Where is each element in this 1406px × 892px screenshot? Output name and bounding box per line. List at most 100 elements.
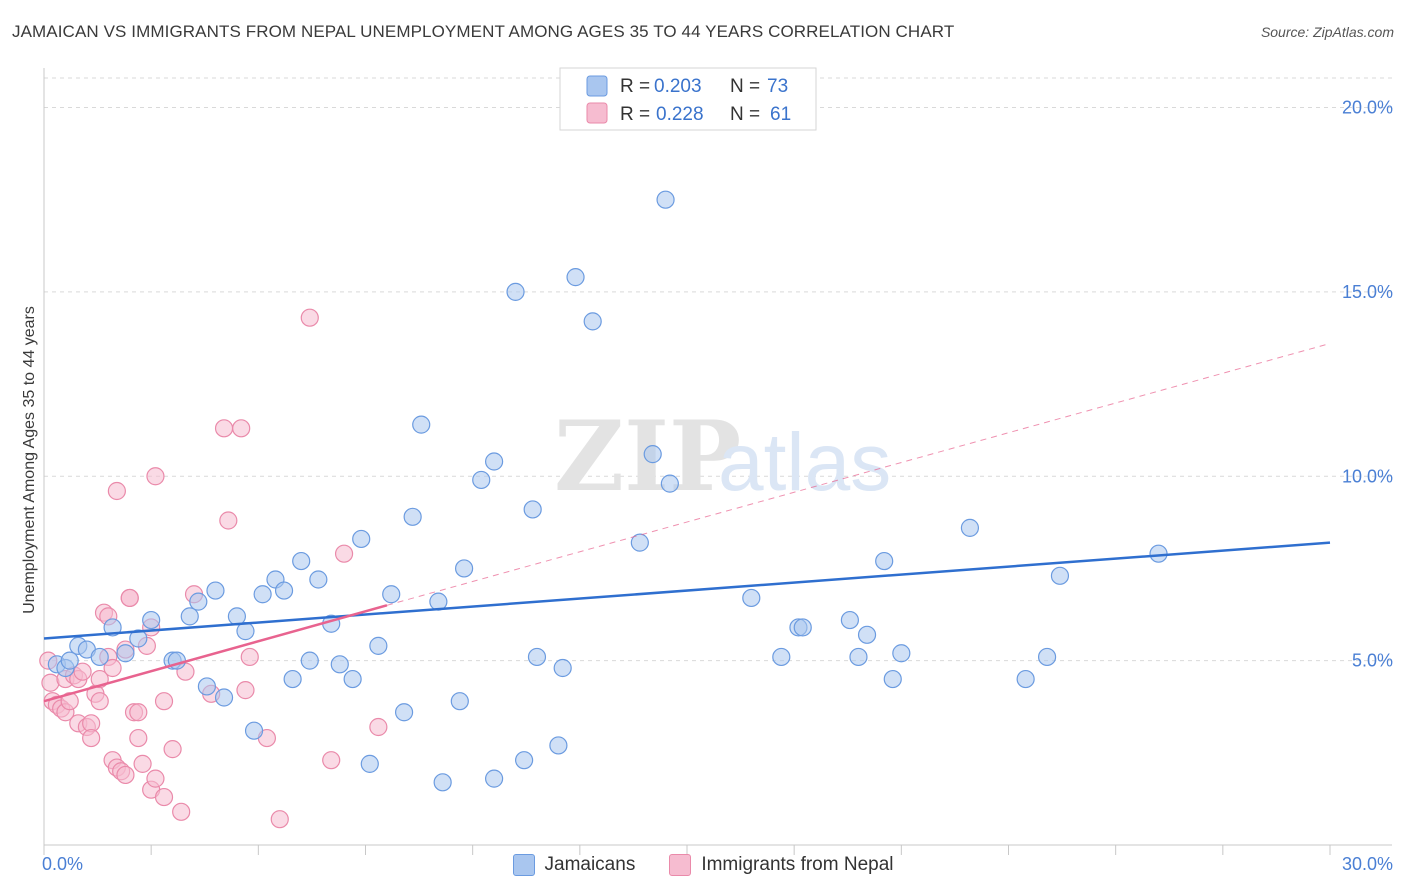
jamaicans-point bbox=[142, 610, 161, 630]
trend-line-nepal-extension bbox=[386, 343, 1331, 606]
nepal-point bbox=[270, 810, 289, 829]
nepal-point bbox=[107, 481, 126, 501]
legend-r-value-2: 0.228 bbox=[656, 104, 704, 125]
nepal-point bbox=[90, 692, 109, 711]
axis-ticks: 5.0% 10.0% 15.0% 20.0% 0.0% 30.0% bbox=[42, 98, 1393, 875]
jamaicans-point bbox=[472, 470, 491, 490]
jamaicans-point bbox=[527, 647, 547, 667]
nepal-point bbox=[300, 308, 319, 327]
nepal-point bbox=[146, 467, 165, 486]
legend-swatch-blue bbox=[512, 854, 535, 876]
nepal-point bbox=[172, 802, 191, 821]
jamaicans-point bbox=[403, 507, 422, 526]
legend-r-value-1: 0.203 bbox=[654, 76, 702, 97]
jamaicans-point bbox=[549, 736, 568, 755]
legend-label-jamaicans: Jamaicans bbox=[544, 854, 636, 875]
y-tick-label-3: 20.0% bbox=[1342, 98, 1393, 118]
trend-lines bbox=[43, 343, 1331, 703]
jamaicans-point bbox=[227, 607, 246, 626]
nepal-point bbox=[41, 673, 60, 692]
jamaicans-point bbox=[214, 688, 234, 707]
watermark: ZIP atlas bbox=[554, 400, 891, 513]
jamaicans-point bbox=[90, 647, 109, 667]
jamaicans-point bbox=[300, 651, 319, 670]
nepal-point bbox=[154, 692, 174, 711]
jamaicans-point bbox=[369, 636, 388, 655]
jamaicans-point bbox=[274, 581, 294, 600]
jamaicans-point bbox=[433, 773, 452, 792]
jamaicans-point bbox=[656, 190, 675, 209]
jamaicans-point bbox=[253, 585, 272, 604]
jamaicans-point bbox=[883, 669, 902, 689]
correlation-legend: R = 0.203 N = 73 R = 0.228 N = 61 bbox=[559, 67, 817, 131]
jamaicans-point bbox=[523, 500, 542, 519]
jamaicans-point bbox=[566, 268, 585, 287]
nepal-point bbox=[214, 419, 234, 438]
nepal-point bbox=[369, 717, 388, 737]
jamaicans-point bbox=[485, 769, 504, 788]
jamaicans-point bbox=[103, 618, 122, 637]
legend-r-label-2: R = bbox=[620, 104, 650, 125]
nepal-point bbox=[116, 765, 135, 785]
jamaicans-point bbox=[206, 581, 225, 600]
nepal-point bbox=[120, 588, 139, 608]
jamaicans-point bbox=[189, 592, 208, 611]
axes bbox=[43, 68, 1392, 855]
jamaicans-point bbox=[197, 677, 216, 696]
jamaicans-point bbox=[849, 647, 868, 667]
legend-swatch-pink bbox=[669, 854, 692, 876]
jamaicans-point bbox=[129, 629, 148, 648]
nepal-point bbox=[240, 647, 259, 667]
gridlines bbox=[44, 77, 1392, 662]
jamaicans-point bbox=[643, 445, 662, 464]
legend-swatch-nepal bbox=[586, 102, 608, 124]
nepal-point bbox=[163, 740, 182, 759]
jamaicans-point bbox=[309, 570, 328, 589]
y-tick-label-1: 10.0% bbox=[1342, 466, 1393, 486]
series-nepal-points bbox=[39, 308, 388, 829]
nepal-point bbox=[219, 511, 238, 530]
nepal-point bbox=[236, 681, 255, 700]
legend-n-value-2: 61 bbox=[770, 104, 791, 125]
jamaicans-point bbox=[412, 415, 431, 434]
watermark-atlas: atlas bbox=[718, 417, 891, 508]
legend-item-jamaicans: Jamaicans bbox=[512, 852, 636, 878]
jamaicans-point bbox=[60, 651, 79, 670]
nepal-point bbox=[334, 544, 354, 563]
legend-n-label-1: N = bbox=[730, 76, 760, 97]
jamaicans-point bbox=[892, 644, 911, 663]
jamaicans-point bbox=[857, 625, 877, 644]
jamaicans-point bbox=[553, 658, 572, 678]
jamaicans-point bbox=[1050, 566, 1070, 585]
jamaicans-point bbox=[244, 721, 264, 740]
series-jamaicans-points bbox=[47, 190, 1168, 792]
source-label: Source: ZipAtlas.com bbox=[1260, 24, 1394, 40]
jamaicans-point bbox=[116, 644, 135, 663]
jamaicans-point bbox=[352, 529, 371, 549]
series-legend: Jamaicans Immigrants from Nepal bbox=[0, 852, 1406, 878]
jamaicans-point bbox=[382, 585, 401, 604]
y-tick-label-2: 15.0% bbox=[1342, 282, 1393, 302]
jamaicans-point bbox=[506, 282, 525, 301]
jamaicans-point bbox=[292, 551, 311, 571]
legend-n-label-2: N = bbox=[730, 104, 760, 125]
nepal-point bbox=[232, 419, 251, 438]
nepal-point bbox=[154, 787, 174, 807]
trend-line-jamaicans bbox=[43, 541, 1331, 640]
nepal-point bbox=[103, 658, 122, 678]
y-tick-label-0: 5.0% bbox=[1352, 651, 1393, 671]
jamaicans-point bbox=[1016, 669, 1035, 689]
jamaicans-point bbox=[330, 655, 349, 674]
jamaicans-point bbox=[360, 754, 379, 773]
chart-title: JAMAICAN VS IMMIGRANTS FROM NEPAL UNEMPL… bbox=[12, 22, 955, 41]
jamaicans-point bbox=[742, 588, 761, 608]
legend-swatch-jamaicans bbox=[586, 75, 608, 97]
nepal-point bbox=[129, 703, 148, 722]
jamaicans-point bbox=[583, 312, 602, 331]
legend-item-nepal: Immigrants from Nepal bbox=[669, 852, 894, 878]
jamaicans-point bbox=[630, 533, 649, 552]
jamaicans-point bbox=[485, 452, 504, 471]
nepal-point bbox=[60, 692, 79, 711]
nepal-point bbox=[146, 769, 165, 788]
